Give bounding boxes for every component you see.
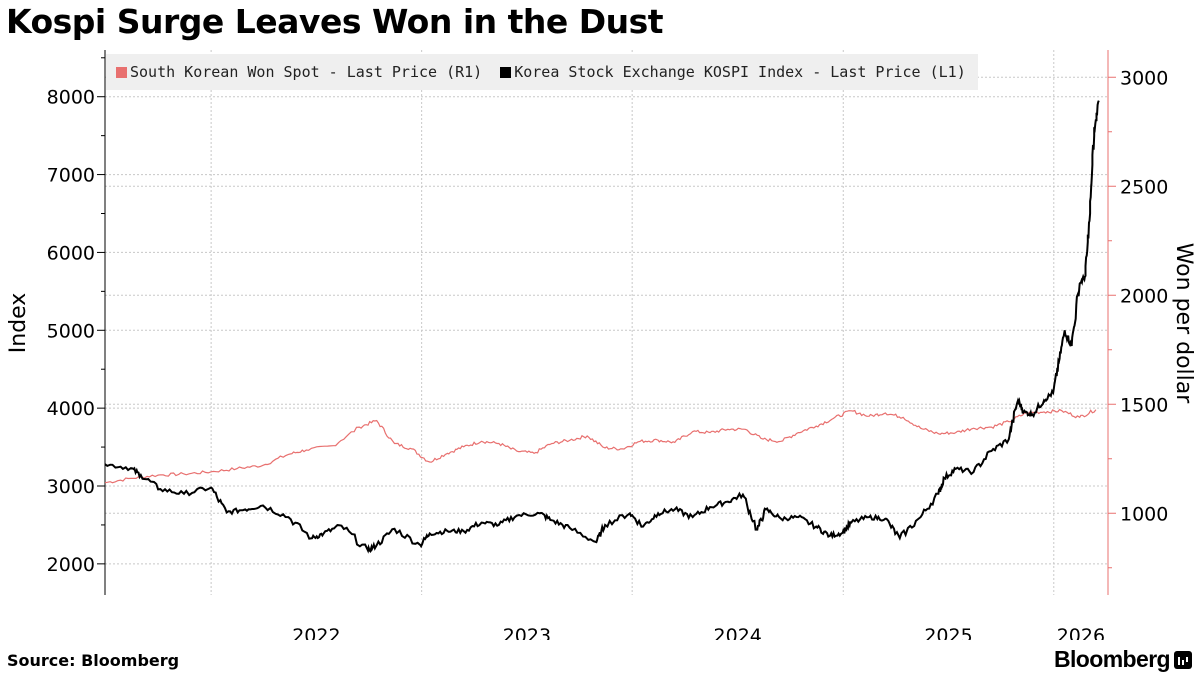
legend-item-kospi: Korea Stock Exchange KOSPI Index - Last … (500, 63, 966, 81)
y2-axis-label: Won per dollar (1171, 243, 1196, 405)
left-axis-ticks: 2000 3000 4000 5000 6000 7000 8000 (47, 57, 105, 576)
grid-lines (105, 50, 1108, 595)
x-tick-label: 2022 (292, 625, 340, 640)
x-tick-label: 2023 (503, 625, 551, 640)
left-tick-label: 8000 (47, 87, 95, 109)
legend-label-kospi: Korea Stock Exchange KOSPI Index - Last … (514, 63, 966, 81)
right-tick-label: 1500 (1120, 394, 1168, 416)
source-note: Source: Bloomberg (7, 651, 180, 670)
left-tick-label: 2000 (47, 554, 95, 576)
brand-text: Bloomberg (1054, 646, 1171, 672)
legend-swatch-won (116, 66, 127, 78)
series-lines (104, 100, 1100, 554)
left-tick-label: 5000 (47, 320, 95, 342)
x-tick-label: 2026 (1057, 625, 1105, 640)
series-line-kospi (104, 100, 1100, 554)
legend-swatch-kospi (500, 66, 512, 78)
left-tick-label: 7000 (47, 165, 95, 187)
x-axis-ticks: 2022 2023 2024 2025 2026 (292, 625, 1105, 640)
chart-canvas: 2000 3000 4000 5000 6000 7000 8000 1000 1500 200… (6, 50, 1196, 640)
right-tick-label: 1000 (1120, 503, 1168, 525)
chart-legend: South Korean Won Spot - Last Price (R1) … (106, 54, 978, 90)
right-axis-ticks: 1000 1500 2000 2500 3000 (1108, 67, 1168, 569)
brand-mark: Bloomberg (1054, 646, 1192, 673)
bloomberg-logo-icon (1174, 650, 1192, 669)
left-tick-label: 3000 (47, 476, 95, 498)
chart-title: Kospi Surge Leaves Won in the Dust (6, 2, 664, 41)
x-tick-label: 2025 (924, 625, 972, 640)
legend-label-won: South Korean Won Spot - Last Price (R1) (130, 63, 483, 81)
right-tick-label: 3000 (1120, 67, 1168, 89)
series-line-won (104, 408, 1097, 484)
legend-item-won: South Korean Won Spot - Last Price (R1) (116, 63, 482, 81)
left-tick-label: 6000 (47, 242, 95, 264)
left-tick-label: 4000 (47, 398, 95, 420)
axes (104, 50, 1109, 595)
right-tick-label: 2500 (1120, 176, 1168, 198)
right-tick-label: 2000 (1120, 285, 1168, 307)
y-axis-label: Index (6, 293, 31, 354)
x-tick-label: 2024 (714, 625, 762, 640)
